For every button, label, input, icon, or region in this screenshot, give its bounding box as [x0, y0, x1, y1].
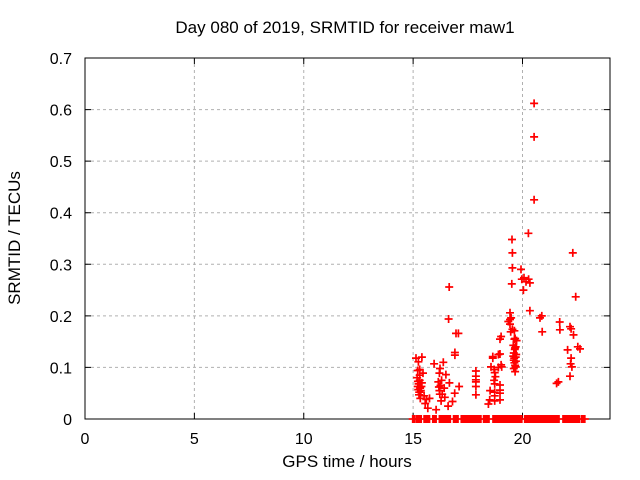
y-tick-label: 0.7	[50, 51, 72, 68]
y-tick-label: 0.3	[50, 257, 72, 274]
y-tick-label: 0.5	[50, 154, 72, 171]
zero-band-points	[408, 415, 589, 423]
y-axis-label: SRMTID / TECUs	[5, 171, 24, 305]
plot-border	[84, 57, 611, 420]
x-tick-label: 20	[514, 431, 532, 448]
gridlines-layer	[85, 58, 610, 419]
x-tick-label: 0	[81, 431, 90, 448]
y-tick-labels: 0 0.1 0.2 0.3 0.4 0.5 0.6 0.7	[50, 51, 72, 429]
axis-ticks	[84, 57, 610, 420]
scatter-points	[412, 99, 584, 414]
x-tick-label: 5	[190, 431, 199, 448]
x-tick-label: 15	[404, 431, 422, 448]
y-tick-label: 0.2	[50, 309, 72, 326]
y-tick-label: 0	[63, 412, 72, 429]
y-tick-label: 0.1	[50, 360, 72, 377]
y-tick-label: 0.6	[50, 103, 72, 120]
gridline	[85, 58, 610, 419]
chart-title: Day 080 of 2019, SRMTID for receiver maw…	[175, 18, 514, 37]
x-tick-labels: 0 5 10 15 20	[81, 431, 532, 448]
x-tick-label: 10	[295, 431, 313, 448]
x-axis-label: GPS time / hours	[282, 452, 411, 471]
y-tick-label: 0.4	[50, 206, 72, 223]
